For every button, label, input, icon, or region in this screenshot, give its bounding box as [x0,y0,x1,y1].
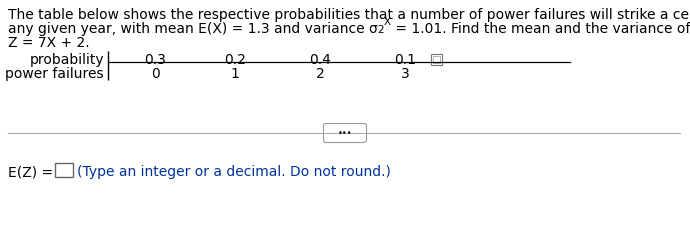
Text: 0.1: 0.1 [394,53,416,67]
FancyBboxPatch shape [55,163,73,177]
Text: power failures: power failures [6,67,104,81]
Text: 0.2: 0.2 [224,53,246,67]
Text: probability: probability [30,53,104,67]
Text: 1: 1 [230,67,239,81]
Text: = 1.01. Find the mean and the variance of the random variable: = 1.01. Find the mean and the variance o… [391,22,690,36]
FancyBboxPatch shape [433,56,440,63]
Text: E(Z) =: E(Z) = [8,165,53,179]
Text: 0.3: 0.3 [144,53,166,67]
FancyBboxPatch shape [324,123,366,142]
Text: The table below shows the respective probabilities that a number of power failur: The table below shows the respective pro… [8,8,690,22]
Text: 3: 3 [401,67,409,81]
Text: (Type an integer or a decimal. Do not round.): (Type an integer or a decimal. Do not ro… [77,165,391,179]
Text: Z = 7X + 2.: Z = 7X + 2. [8,36,90,50]
Text: X: X [384,17,391,27]
Text: 0.4: 0.4 [309,53,331,67]
Text: 2: 2 [315,67,324,81]
FancyBboxPatch shape [431,54,442,65]
Text: 0: 0 [150,67,159,81]
Text: •••: ••• [337,128,353,138]
Text: any given year, with mean E(X) = 1.3 and variance σ: any given year, with mean E(X) = 1.3 and… [8,22,377,36]
Text: 2: 2 [377,25,384,35]
